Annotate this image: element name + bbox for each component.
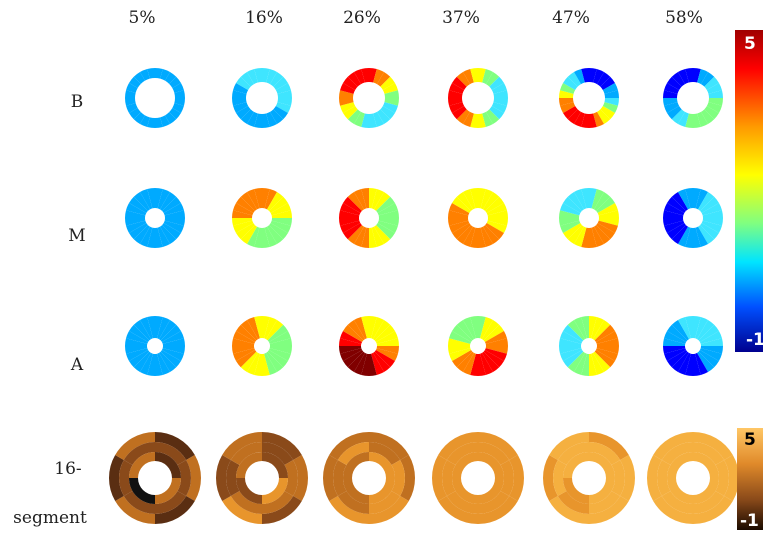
column-label-26: 26% [343,8,381,28]
column-label-5: 5% [128,8,156,28]
strain-ring-mid-4 [448,188,508,248]
strain-ring-basal-4 [448,68,508,128]
strain-ring-basal-5 [559,68,619,128]
jet-colorbar [735,30,763,352]
strain-ring-apical-2 [232,316,292,376]
strain-ring-basal-1 [125,68,185,128]
strain-ring-apical-3 [339,316,399,376]
bullseye-5 [543,432,635,524]
strain-ring-apical-6 [663,316,723,376]
strain-ring-mid-6 [663,188,723,248]
strain-ring-apical-1 [125,316,185,376]
copper-colorbar [737,428,763,530]
column-label-37: 37% [442,8,480,28]
row-label-16-segment-line2: segment [13,508,87,528]
bullseye-4 [432,432,524,524]
row-label-apical: A [70,355,84,375]
strain-ring-basal-3 [339,68,399,128]
strain-ring-basal-6 [663,68,723,128]
bullseye-6 [647,432,739,524]
strain-ring-apical-4 [448,316,508,376]
row-label-basal: B [70,92,84,112]
row-label-mid: M [68,226,86,246]
bullseye-3 [323,432,415,524]
column-label-16: 16% [245,8,283,28]
bullseye-1 [109,432,201,524]
strain-ring-mid-1 [125,188,185,248]
copper-colorbar-min-label: -1 [740,511,759,531]
jet-colorbar-max-label: 5 [744,34,756,54]
strain-ring-mid-3 [339,188,399,248]
column-label-47: 47% [552,8,590,28]
strain-ring-apical-5 [559,316,619,376]
strain-ring-basal-2 [232,68,292,128]
strain-ring-mid-5 [559,188,619,248]
copper-colorbar-max-label: 5 [744,430,756,450]
strain-ring-mid-2 [232,188,292,248]
bullseye-2 [216,432,308,524]
jet-colorbar-min-label: -1 [746,330,763,350]
column-label-58: 58% [665,8,703,28]
row-label-16-segment-line1: 16- [54,459,82,479]
